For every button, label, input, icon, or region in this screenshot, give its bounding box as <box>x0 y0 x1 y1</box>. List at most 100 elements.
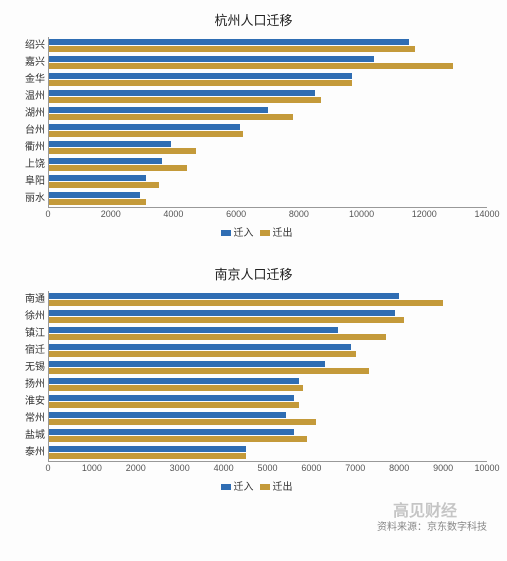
bar-row: 扬州 <box>49 376 487 393</box>
y-axis-label: 无锡 <box>11 359 45 376</box>
x-tick-label: 3000 <box>170 463 190 473</box>
bar-out <box>49 453 246 459</box>
chart-title: 杭州人口迁移 <box>10 10 497 29</box>
bar-row: 盐城 <box>49 427 487 444</box>
chart-0: 杭州人口迁移绍兴嘉兴金华温州湖州台州衢州上饶阜阳丽水02000400060008… <box>10 10 497 239</box>
bar-group <box>49 291 487 308</box>
y-axis-label: 徐州 <box>11 308 45 325</box>
bar-row: 阜阳 <box>49 173 487 190</box>
bar-out <box>49 419 316 425</box>
bar-in <box>49 107 268 113</box>
bar-row: 丽水 <box>49 190 487 207</box>
bar-in <box>49 141 171 147</box>
x-tick-label: 4000 <box>214 463 234 473</box>
bar-group <box>49 359 487 376</box>
plot-area: 南通徐州镇江宿迁无锡扬州淮安常州盐城泰州 <box>48 291 487 462</box>
bar-group <box>49 105 487 122</box>
bar-group <box>49 122 487 139</box>
bar-group <box>49 427 487 444</box>
bar-in <box>49 192 140 198</box>
x-tick-label: 0 <box>45 463 50 473</box>
x-tick-label: 2000 <box>101 209 121 219</box>
legend-swatch-out <box>260 484 270 490</box>
chart-1: 南京人口迁移南通徐州镇江宿迁无锡扬州淮安常州盐城泰州01000200030004… <box>10 264 497 493</box>
bar-out <box>49 199 146 205</box>
y-axis-label: 丽水 <box>11 190 45 207</box>
bar-in <box>49 39 409 45</box>
bar-group <box>49 54 487 71</box>
x-tick-label: 6000 <box>226 209 246 219</box>
bar-out <box>49 80 352 86</box>
bar-in <box>49 378 299 384</box>
y-axis-label: 衢州 <box>11 139 45 156</box>
x-tick-label: 8000 <box>389 463 409 473</box>
bar-in <box>49 293 399 299</box>
y-axis-label: 上饶 <box>11 156 45 173</box>
y-axis-label: 南通 <box>11 291 45 308</box>
x-tick-label: 8000 <box>289 209 309 219</box>
y-axis-label: 嘉兴 <box>11 54 45 71</box>
bar-out <box>49 131 243 137</box>
x-tick-label: 14000 <box>474 209 499 219</box>
bar-group <box>49 37 487 54</box>
bar-row: 南通 <box>49 291 487 308</box>
bar-row: 淮安 <box>49 393 487 410</box>
bar-row: 衢州 <box>49 139 487 156</box>
source-credit: 资料来源：京东数字科技 <box>10 518 497 533</box>
bar-row: 无锡 <box>49 359 487 376</box>
bar-row: 镇江 <box>49 325 487 342</box>
bar-out <box>49 300 443 306</box>
y-axis-label: 台州 <box>11 122 45 139</box>
bar-row: 泰州 <box>49 444 487 461</box>
bar-out <box>49 114 293 120</box>
bar-out <box>49 63 453 69</box>
legend-label-in: 迁入 <box>234 482 254 493</box>
bar-group <box>49 342 487 359</box>
bar-in <box>49 124 240 130</box>
bar-group <box>49 308 487 325</box>
x-axis: 02000400060008000100001200014000 <box>48 208 487 222</box>
x-axis: 0100020003000400050006000700080009000100… <box>48 462 487 476</box>
legend: 迁入迁出 <box>10 478 497 493</box>
bar-out <box>49 182 159 188</box>
legend-swatch-in <box>221 230 231 236</box>
bar-in <box>49 56 374 62</box>
x-tick-label: 4000 <box>163 209 183 219</box>
bar-row: 金华 <box>49 71 487 88</box>
bar-group <box>49 88 487 105</box>
bar-out <box>49 148 196 154</box>
y-axis-label: 阜阳 <box>11 173 45 190</box>
bar-row: 宿迁 <box>49 342 487 359</box>
bar-in <box>49 90 315 96</box>
legend-swatch-out <box>260 230 270 236</box>
bar-out <box>49 402 299 408</box>
bar-group <box>49 71 487 88</box>
x-tick-label: 6000 <box>301 463 321 473</box>
bar-group <box>49 410 487 427</box>
bar-out <box>49 351 356 357</box>
y-axis-label: 温州 <box>11 88 45 105</box>
plot-area: 绍兴嘉兴金华温州湖州台州衢州上饶阜阳丽水 <box>48 37 487 208</box>
x-tick-label: 7000 <box>345 463 365 473</box>
bar-out <box>49 165 187 171</box>
bar-row: 常州 <box>49 410 487 427</box>
bar-in <box>49 361 325 367</box>
y-axis-label: 宿迁 <box>11 342 45 359</box>
chart-title: 南京人口迁移 <box>10 264 497 283</box>
bar-in <box>49 158 162 164</box>
bar-group <box>49 139 487 156</box>
bar-group <box>49 173 487 190</box>
y-axis-label: 常州 <box>11 410 45 427</box>
y-axis-label: 湖州 <box>11 105 45 122</box>
y-axis-label: 扬州 <box>11 376 45 393</box>
legend-label-out: 迁出 <box>273 228 293 239</box>
bar-group <box>49 444 487 461</box>
y-axis-label: 绍兴 <box>11 37 45 54</box>
legend: 迁入迁出 <box>10 224 497 239</box>
bar-row: 上饶 <box>49 156 487 173</box>
y-axis-label: 盐城 <box>11 427 45 444</box>
legend-swatch-in <box>221 484 231 490</box>
bar-group <box>49 156 487 173</box>
bar-in <box>49 395 294 401</box>
x-tick-label: 5000 <box>257 463 277 473</box>
